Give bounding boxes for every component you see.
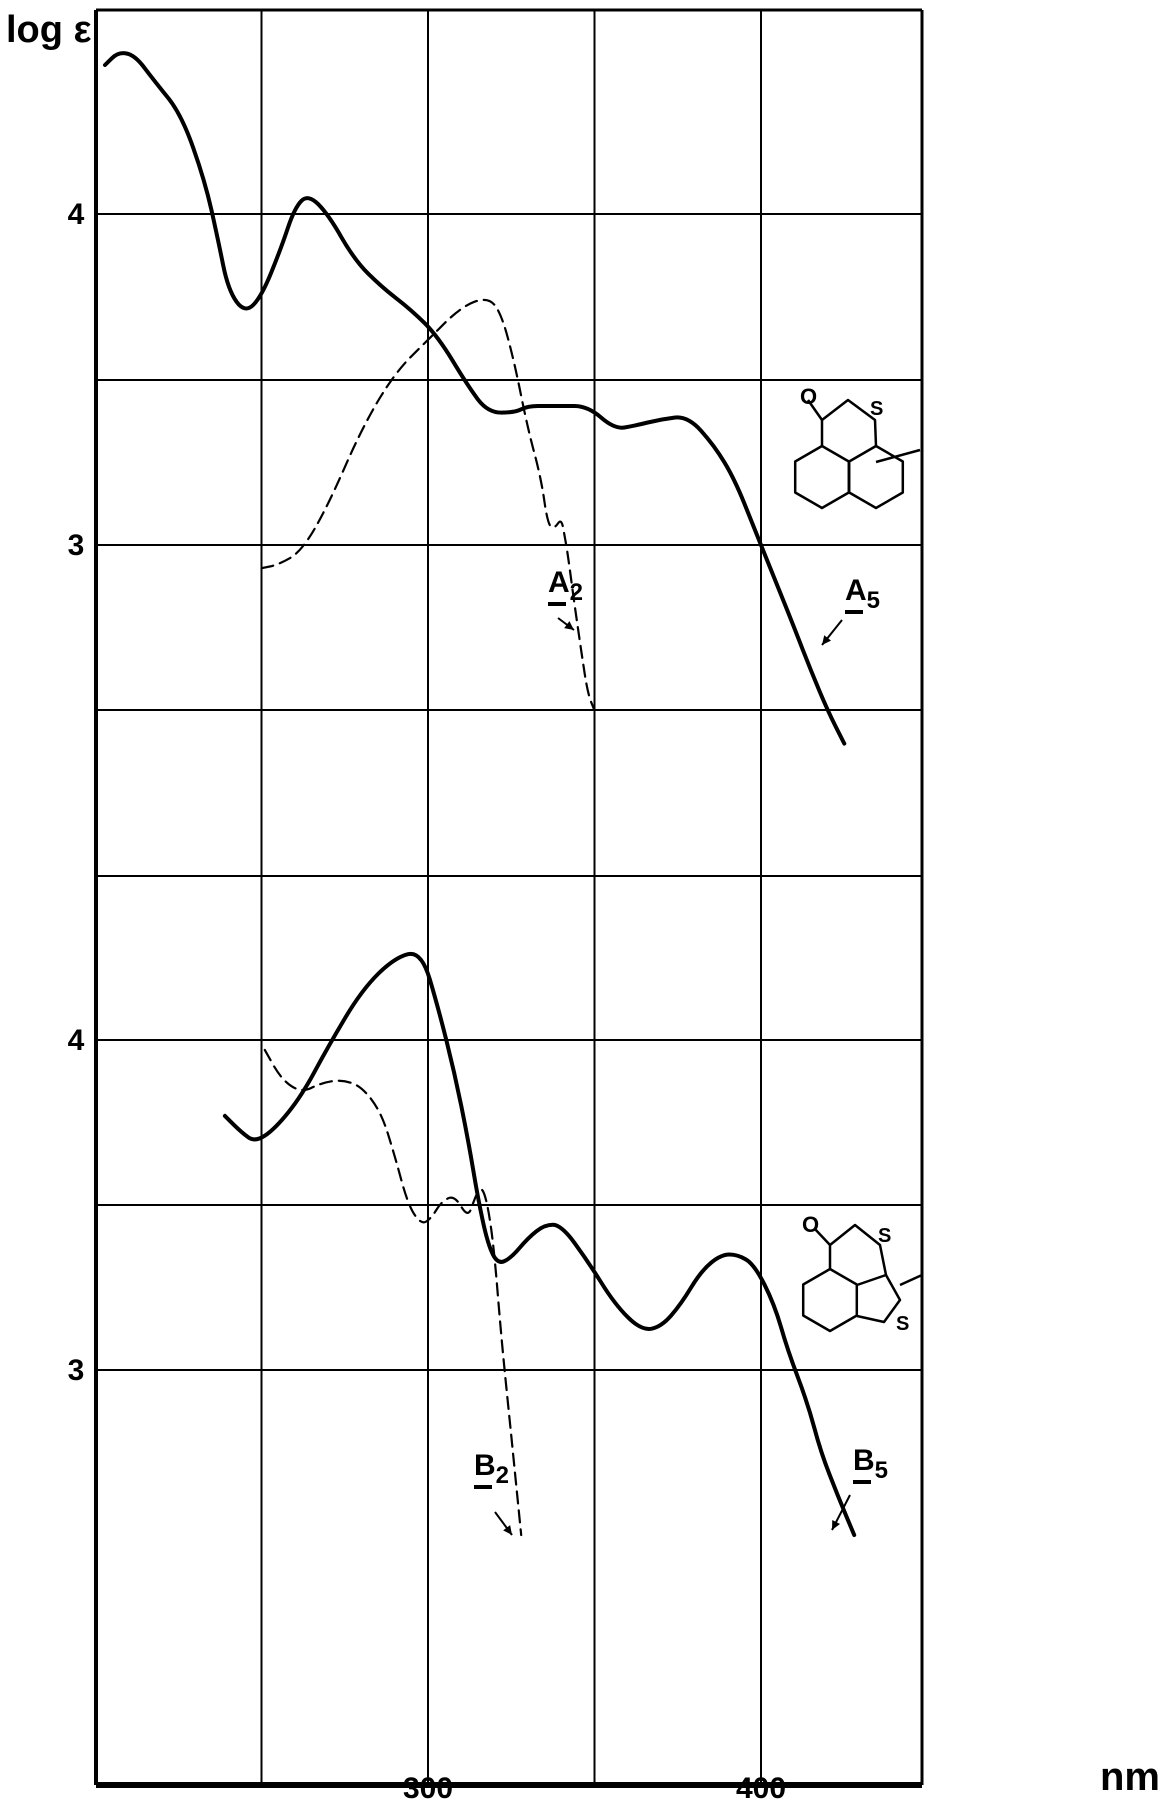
bond-methyl: [875, 448, 921, 464]
y-axis-label-text: log ε: [6, 9, 92, 51]
arrow-head: [564, 621, 574, 630]
structure-B: O S S: [801, 1212, 923, 1335]
series-label-A5: A5: [821, 574, 880, 646]
atom-S-label: S: [896, 1313, 909, 1335]
y-tick-label: 4: [68, 1024, 85, 1057]
y-axis-label: log ε: [6, 9, 92, 51]
x-axis-unit-label: nm: [1100, 1755, 1160, 1799]
series-label-text: A5: [845, 574, 880, 614]
ring-top: [828, 1223, 888, 1276]
series-line-B5: [222, 951, 857, 1537]
ring-top: [820, 398, 878, 447]
atom-S-label: S: [878, 1225, 891, 1247]
ring-left: [793, 444, 851, 510]
y-tick-label: 4: [68, 198, 85, 231]
series-label-text: B2: [474, 1449, 509, 1489]
series-line-B2: [263, 1048, 523, 1537]
atom-S-label: S: [870, 398, 883, 420]
arrow-head: [822, 635, 832, 645]
ring-right: [847, 444, 905, 510]
series-line-A5: [103, 51, 847, 746]
series-label-B5: B5: [831, 1444, 888, 1531]
bond-carbonyl: [806, 399, 824, 421]
atom-O-label: O: [802, 1212, 819, 1237]
y-tick-label: 3: [68, 1354, 85, 1387]
y-tick-label: 3: [68, 529, 85, 562]
series-label-text: B5: [853, 1444, 888, 1484]
arrow-head: [832, 1520, 840, 1530]
series-label-B2: B2: [474, 1449, 513, 1536]
atom-O-label: O: [800, 384, 817, 409]
ring-benzene: [801, 1267, 859, 1333]
series-label-A2: A2: [548, 566, 583, 631]
arrow-head: [503, 1525, 512, 1535]
series-label-text: A2: [548, 566, 583, 606]
series-line-A2: [260, 298, 596, 712]
bond-methyl: [899, 1273, 923, 1287]
ring-thiophene: [856, 1273, 902, 1324]
bond-carbonyl: [813, 1227, 831, 1246]
